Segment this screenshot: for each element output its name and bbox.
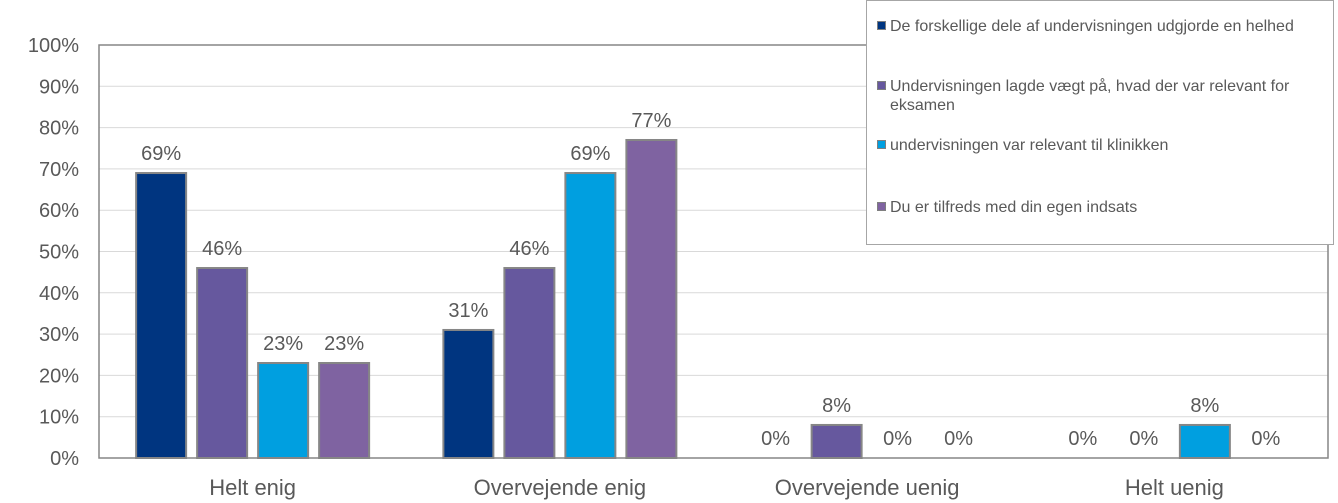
bar: [135, 172, 188, 459]
legend-swatch-3: [877, 140, 886, 149]
data-label: 31%: [448, 300, 488, 322]
y-tick-label: 30%: [39, 324, 79, 346]
y-tick-label: 10%: [39, 407, 79, 429]
data-label: 46%: [509, 238, 549, 260]
data-label: 23%: [263, 333, 303, 355]
legend-item-4: Du er tilfreds med din egen indsats: [877, 198, 1329, 217]
data-label: 0%: [1129, 428, 1158, 450]
bar: [257, 362, 310, 460]
legend-label-4: Du er tilfreds med din egen indsats: [890, 199, 1138, 216]
legend-label-3: undervisningen var relevant til klinikke…: [890, 137, 1169, 154]
legend-label-1: De forskellige dele af undervisningen ud…: [890, 18, 1294, 35]
y-tick-label: 90%: [39, 76, 79, 98]
bar: [442, 328, 495, 459]
bar: [625, 138, 678, 460]
y-tick-label: 70%: [39, 159, 79, 181]
data-label: 8%: [1190, 395, 1219, 417]
y-tick-label: 60%: [39, 200, 79, 222]
data-label: 0%: [944, 428, 973, 450]
data-label: 77%: [631, 110, 671, 132]
y-tick-label: 40%: [39, 283, 79, 305]
data-label: 69%: [570, 143, 610, 165]
data-label: 0%: [1251, 428, 1280, 450]
x-category-label: Helt uenig: [1125, 475, 1224, 500]
data-label: 69%: [141, 143, 181, 165]
bar: [196, 267, 249, 459]
bar: [810, 423, 863, 459]
chart-legend: De forskellige dele af undervisningen ud…: [866, 0, 1334, 245]
data-label: 23%: [324, 333, 364, 355]
y-tick-label: 20%: [39, 365, 79, 387]
legend-swatch-1: [877, 21, 886, 30]
x-category-label: Overvejende enig: [474, 475, 646, 500]
legend-swatch-4: [877, 202, 886, 211]
bar: [564, 172, 617, 459]
x-category-label: Helt enig: [209, 475, 296, 500]
legend-item-1: De forskellige dele af undervisningen ud…: [877, 17, 1329, 36]
legend-item-3: undervisningen var relevant til klinikke…: [877, 136, 1329, 155]
data-label: 0%: [1068, 428, 1097, 450]
x-category-label: Overvejende uenig: [775, 475, 960, 500]
plot-area-border: [98, 44, 1329, 459]
y-tick-label: 0%: [50, 448, 79, 470]
legend-item-2: Undervisningen lagde vægt på, hvad der v…: [877, 77, 1329, 115]
data-label: 0%: [883, 428, 912, 450]
bar: [503, 267, 556, 459]
bar: [1178, 423, 1231, 459]
legend-label-2: Undervisningen lagde vægt på, hvad der v…: [890, 78, 1290, 114]
bar: [318, 362, 371, 460]
legend-swatch-2: [877, 81, 886, 90]
data-label: 0%: [761, 428, 790, 450]
y-tick-label: 100%: [28, 35, 79, 57]
data-label: 8%: [822, 395, 851, 417]
y-tick-label: 50%: [39, 242, 79, 264]
y-tick-label: 80%: [39, 118, 79, 140]
data-label: 46%: [202, 238, 242, 260]
